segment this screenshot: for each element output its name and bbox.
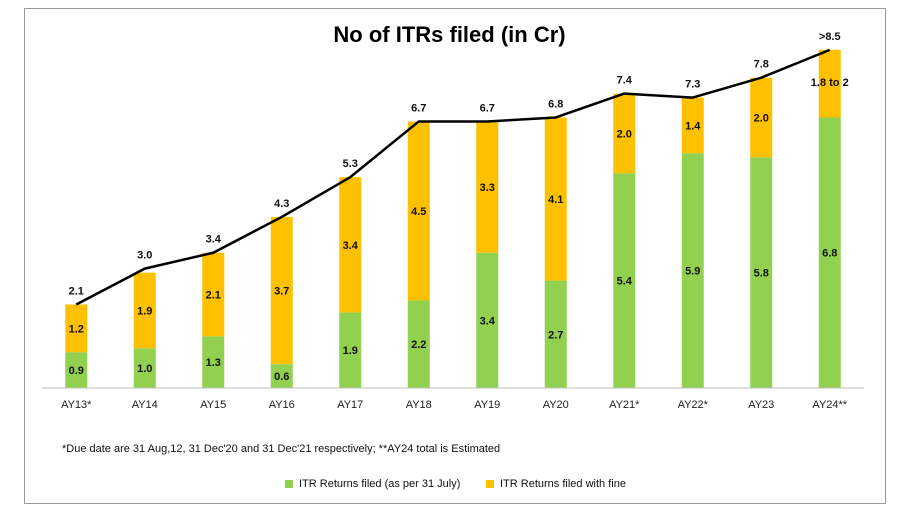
bar-green-4 <box>339 312 362 388</box>
bar-orange-0 <box>65 304 88 353</box>
x-tick-8: AY21* <box>609 399 640 411</box>
x-tick-3: AY16 <box>269 399 295 411</box>
x-tick-1: AY14 <box>132 399 158 411</box>
chart-title: No of ITRs filed (in Cr) <box>333 22 566 47</box>
x-tick-5: AY18 <box>406 399 432 411</box>
label-orange-9: 1.4 <box>685 120 701 132</box>
chart-frame <box>24 8 886 504</box>
label-orange-6: 3.3 <box>480 182 495 194</box>
bar-orange-2 <box>202 252 225 337</box>
bar-orange-3 <box>270 216 293 365</box>
label-green-7: 2.7 <box>548 329 563 341</box>
bar-orange-7 <box>544 117 567 281</box>
label-orange-11: 1.8 to 2 <box>811 77 849 89</box>
bar-orange-4 <box>339 177 362 313</box>
label-orange-10: 2.0 <box>754 112 769 124</box>
bar-orange-8 <box>613 93 636 174</box>
bar-orange-10 <box>750 77 773 158</box>
label-orange-5: 4.5 <box>411 206 426 218</box>
x-tick-4: AY17 <box>337 399 363 411</box>
legend-label-green: ITR Returns filed (as per 31 July) <box>299 478 461 490</box>
legend-item-green: ITR Returns filed (as per 31 July) <box>285 478 460 490</box>
legend-label-orange: ITR Returns filed with fine <box>500 478 626 490</box>
bar-orange-5 <box>407 121 430 301</box>
label-orange-4: 3.4 <box>343 240 359 252</box>
label-green-5: 2.2 <box>411 339 426 351</box>
x-tick-6: AY19 <box>474 399 500 411</box>
total-label-0: 2.1 <box>69 285 84 297</box>
label-green-9: 5.9 <box>685 266 700 278</box>
label-green-1: 1.0 <box>137 363 152 375</box>
total-label-11: >8.5 <box>819 31 841 43</box>
label-green-11: 6.8 <box>822 248 837 260</box>
total-label-9: 7.3 <box>685 79 700 91</box>
label-green-10: 5.8 <box>754 268 769 280</box>
total-line <box>75 48 831 306</box>
label-green-6: 3.4 <box>480 315 496 327</box>
bar-green-7 <box>544 280 567 388</box>
x-tick-2: AY15 <box>200 399 226 411</box>
total-label-8: 7.4 <box>617 75 633 87</box>
total-label-4: 5.3 <box>343 158 358 170</box>
bar-green-3 <box>270 364 293 388</box>
bar-orange-11 <box>818 49 841 118</box>
label-green-8: 5.4 <box>617 276 633 288</box>
label-green-4: 1.9 <box>343 345 358 357</box>
legend-item-orange: ITR Returns filed with fine <box>486 478 626 490</box>
label-orange-1: 1.9 <box>137 305 152 317</box>
total-label-2: 3.4 <box>206 234 222 246</box>
legend-swatch-orange <box>486 480 494 488</box>
bar-green-10 <box>750 157 773 388</box>
label-orange-7: 4.1 <box>548 194 563 206</box>
x-tick-0: AY13* <box>61 399 92 411</box>
bar-orange-6 <box>476 121 499 253</box>
total-label-5: 6.7 <box>411 102 426 114</box>
legend-swatch-green <box>285 480 293 488</box>
bar-green-9 <box>681 153 704 388</box>
footnote: *Due date are 31 Aug,12, 31 Dec'20 and 3… <box>62 443 501 455</box>
label-green-0: 0.9 <box>69 365 84 377</box>
bar-green-8 <box>613 173 636 388</box>
label-green-3: 0.6 <box>274 371 289 383</box>
label-orange-2: 2.1 <box>206 290 221 302</box>
total-label-1: 3.0 <box>137 250 152 262</box>
total-label-3: 4.3 <box>274 198 289 210</box>
total-label-6: 6.7 <box>480 102 495 114</box>
bar-green-1 <box>133 348 156 388</box>
bar-green-11 <box>818 117 841 388</box>
label-orange-3: 3.7 <box>274 286 289 298</box>
x-tick-9: AY22* <box>678 399 709 411</box>
bar-green-6 <box>476 252 499 388</box>
x-tick-10: AY23 <box>748 399 774 411</box>
label-orange-0: 1.2 <box>69 323 84 335</box>
x-tick-11: AY24** <box>812 399 847 411</box>
bar-orange-9 <box>681 97 704 154</box>
total-label-10: 7.8 <box>754 59 769 71</box>
bar-green-2 <box>202 336 225 388</box>
label-green-2: 1.3 <box>206 357 221 369</box>
total-label-7: 6.8 <box>548 98 563 110</box>
bar-green-5 <box>407 300 430 388</box>
label-orange-8: 2.0 <box>617 128 632 140</box>
x-tick-7: AY20 <box>543 399 569 411</box>
bar-green-0 <box>65 352 88 388</box>
bar-orange-1 <box>133 272 156 349</box>
